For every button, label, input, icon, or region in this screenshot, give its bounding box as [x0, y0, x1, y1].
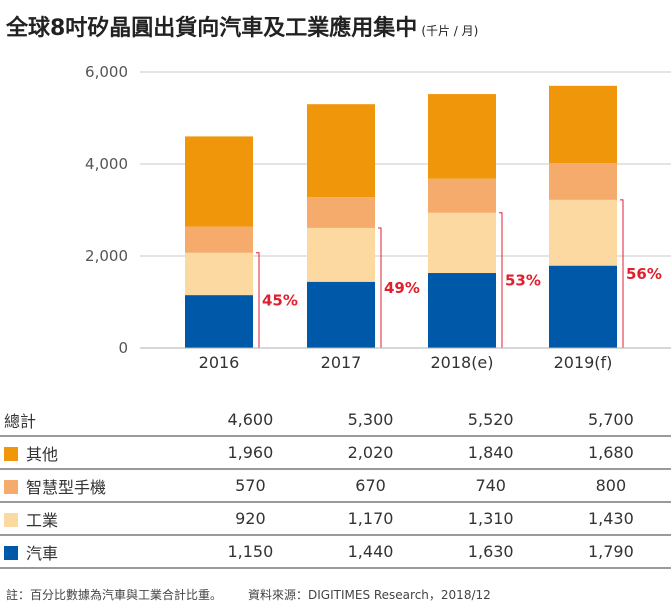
row-label-industrial: 工業 — [0, 502, 191, 536]
bar-segment — [185, 295, 253, 348]
bar-segment — [549, 163, 617, 200]
y-tick-label: 0 — [118, 339, 128, 357]
bar-segment — [307, 197, 375, 228]
cell-other-2016: 1,960 — [190, 436, 311, 470]
chart-title: 全球8吋矽晶圓出貨向汽車及工業應用集中 (千片 / 月) — [6, 10, 478, 42]
cell-smartphone-2017: 670 — [310, 469, 431, 503]
bar-segment — [428, 273, 496, 348]
table-row-industrial: 工業 920 1,170 1,310 1,430 — [0, 502, 671, 536]
footer: 註：百分比數據為汽車與工業合計比重。 資料來源：DIGITIMES Researc… — [6, 586, 491, 603]
row-label-smartphone-text: 智慧型手機 — [26, 477, 107, 497]
chart-title-text: 全球8吋矽晶圓出貨向汽車及工業應用集中 — [6, 16, 418, 41]
bar-segment — [307, 227, 375, 282]
cell-industrial-2018: 1,310 — [430, 502, 551, 536]
legend-swatch-automotive — [4, 545, 18, 560]
bar-segment — [185, 252, 253, 296]
cell-industrial-2016: 920 — [190, 502, 311, 536]
bar-segment — [549, 265, 617, 348]
cell-automotive-2016: 1,150 — [190, 535, 311, 569]
bar-segment — [428, 94, 496, 179]
row-label-automotive-text: 汽車 — [26, 543, 59, 563]
y-tick-label: 4,000 — [85, 155, 128, 173]
bar-segment — [549, 85, 617, 164]
row-label-smartphone: 智慧型手機 — [0, 469, 191, 503]
legend-swatch-other — [4, 446, 18, 461]
source-note: 資料來源：DIGITIMES Research，2018/12 — [248, 588, 491, 602]
table-row-automotive: 汽車 1,150 1,440 1,630 1,790 — [0, 535, 671, 569]
row-label-industrial-text: 工業 — [26, 510, 59, 530]
table-row-total: 總計 4,600 5,300 5,520 5,700 — [0, 404, 671, 437]
y-tick-label: 6,000 — [85, 63, 128, 81]
bar-segment — [307, 104, 375, 198]
x-tick-label: 2019(f) — [554, 353, 613, 372]
share-bracket — [256, 252, 260, 349]
legend-swatch-smartphone — [4, 479, 18, 494]
cell-smartphone-2016: 570 — [190, 469, 311, 503]
chart-unit: (千片 / 月) — [421, 24, 479, 38]
share-label: 53% — [505, 271, 541, 289]
cell-industrial-2019: 1,430 — [550, 502, 671, 536]
y-tick-label: 2,000 — [85, 247, 128, 265]
share-label: 49% — [384, 279, 420, 297]
row-label-other: 其他 — [0, 436, 191, 470]
bar-segment — [428, 212, 496, 274]
cell-total-2019: 5,700 — [550, 404, 671, 437]
cell-industrial-2017: 1,170 — [310, 502, 431, 536]
share-bracket — [620, 199, 624, 349]
row-label-other-text: 其他 — [26, 444, 59, 464]
cell-automotive-2018: 1,630 — [430, 535, 551, 569]
bar-segment — [185, 226, 253, 253]
cell-smartphone-2018: 740 — [430, 469, 551, 503]
share-label: 45% — [262, 291, 298, 309]
bar-segment — [428, 178, 496, 213]
x-tick-label: 2018(e) — [430, 353, 493, 372]
row-label-automotive: 汽車 — [0, 535, 191, 569]
cell-other-2017: 2,020 — [310, 436, 431, 470]
x-tick-label: 2016 — [199, 353, 240, 372]
cell-smartphone-2019: 800 — [550, 469, 671, 503]
row-label-total: 總計 — [0, 404, 191, 437]
stacked-bar-chart: 0 2,000 4,000 6,000 2016 45% 2017 49% 2018(e) 53%… — [85, 63, 671, 372]
share-bracket — [378, 227, 382, 349]
bar-segment — [307, 281, 375, 348]
share-label: 56% — [626, 265, 662, 283]
bar-segment — [549, 199, 617, 266]
bar-segment — [185, 136, 253, 227]
x-tick-label: 2017 — [321, 353, 362, 372]
cell-automotive-2019: 1,790 — [550, 535, 671, 569]
share-bracket — [499, 212, 503, 349]
cell-automotive-2017: 1,440 — [310, 535, 431, 569]
row-label-total-text: 總計 — [4, 411, 37, 431]
cell-other-2018: 1,840 — [430, 436, 551, 470]
data-table: 總計 4,600 5,300 5,520 5,700 其他 1,960 2,02… — [0, 404, 671, 569]
cell-total-2018: 5,520 — [430, 404, 551, 437]
table-row-smartphone: 智慧型手機 570 670 740 800 — [0, 469, 671, 503]
cell-other-2019: 1,680 — [550, 436, 671, 470]
legend-swatch-industrial — [4, 512, 18, 527]
table-row-other: 其他 1,960 2,020 1,840 1,680 — [0, 436, 671, 470]
cell-total-2017: 5,300 — [310, 404, 431, 437]
footnote: 註：百分比數據為汽車與工業合計比重。 — [6, 588, 223, 602]
cell-total-2016: 4,600 — [190, 404, 311, 437]
